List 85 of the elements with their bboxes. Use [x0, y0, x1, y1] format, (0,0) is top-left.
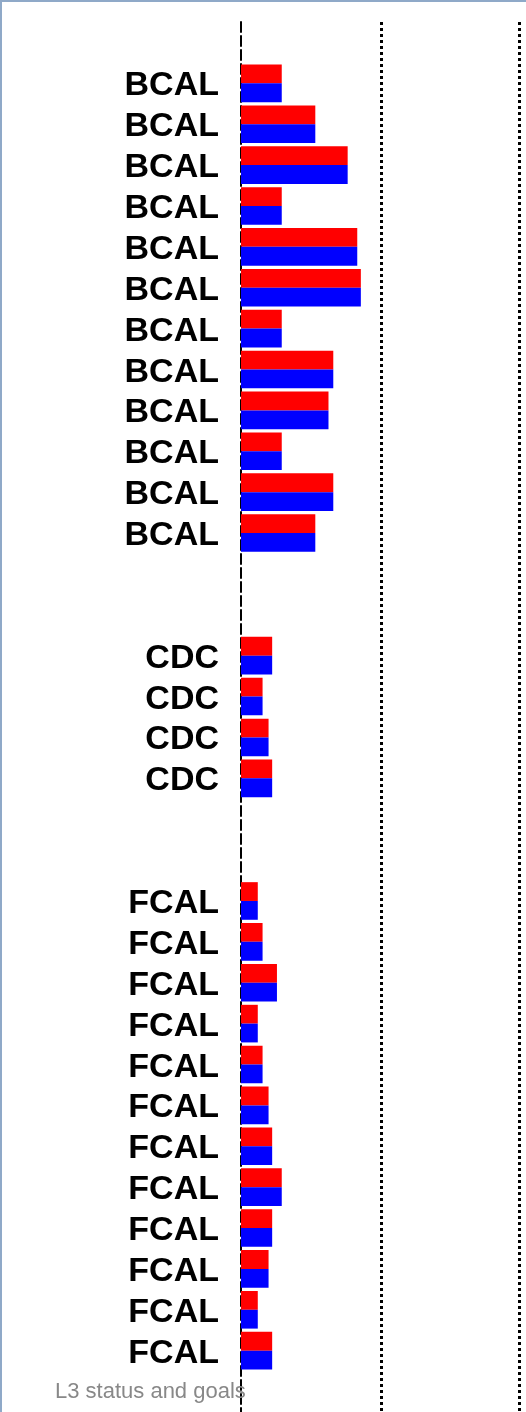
y-tick-label: BCAL — [124, 227, 219, 266]
bar — [241, 1350, 273, 1370]
bar — [241, 473, 334, 493]
bar — [241, 1086, 269, 1106]
bar — [241, 655, 273, 675]
bar — [241, 982, 277, 1002]
bar — [241, 636, 273, 656]
y-tick-label: FCAL — [128, 1290, 219, 1329]
bar — [241, 533, 316, 552]
bar — [241, 778, 273, 798]
bar — [241, 1309, 258, 1329]
bar — [241, 737, 269, 757]
bar — [241, 187, 282, 206]
bar — [241, 410, 329, 430]
y-tick-label: BCAL — [124, 473, 219, 512]
bar — [241, 1331, 273, 1351]
bar — [241, 391, 329, 411]
bar — [241, 1187, 282, 1206]
y-tick-label: CDC — [145, 759, 219, 798]
bar — [241, 369, 334, 389]
y-tick-label: FCAL — [128, 963, 219, 1002]
y-tick-label: FCAL — [128, 1168, 219, 1207]
bar — [241, 350, 334, 370]
bar — [241, 328, 282, 348]
y-tick-label: BCAL — [124, 105, 219, 144]
y-tick-label: FCAL — [128, 1209, 219, 1248]
y-tick-label: BCAL — [124, 268, 219, 307]
y-tick-label: FCAL — [128, 1331, 219, 1370]
bar — [241, 205, 282, 225]
bar — [241, 1168, 282, 1188]
bar — [241, 432, 282, 452]
y-tick-label: FCAL — [128, 881, 219, 920]
bar — [241, 228, 358, 247]
bar — [241, 309, 282, 329]
bar — [241, 1045, 263, 1065]
bar — [241, 514, 316, 534]
bar — [241, 492, 334, 511]
y-tick-label: FCAL — [128, 922, 219, 961]
bar — [241, 1004, 258, 1024]
y-tick-label: BCAL — [124, 186, 219, 225]
bar — [241, 941, 263, 961]
bar — [241, 124, 316, 144]
bar — [241, 165, 348, 184]
y-tick-label: BCAL — [124, 391, 219, 430]
bar — [241, 83, 282, 103]
bar — [241, 696, 263, 716]
bar — [241, 246, 358, 266]
bar — [241, 759, 273, 779]
bar — [241, 1023, 258, 1043]
y-tick-label: CDC — [145, 636, 219, 675]
bar — [241, 963, 277, 983]
y-tick-label: BCAL — [124, 432, 219, 471]
y-tick-label: BCAL — [124, 350, 219, 389]
bar — [241, 64, 282, 84]
y-tick-label: BCAL — [124, 309, 219, 348]
bar — [241, 1105, 269, 1125]
bar — [241, 718, 269, 738]
y-tick-label: FCAL — [128, 1086, 219, 1125]
annotation: L3 status and goals — [55, 1378, 246, 1404]
bar — [241, 1268, 269, 1288]
bar — [241, 900, 258, 920]
bar — [241, 1228, 273, 1247]
y-tick-label: CDC — [145, 718, 219, 757]
bar — [241, 923, 263, 942]
y-tick-label: FCAL — [128, 1045, 219, 1084]
bar — [241, 146, 348, 166]
y-tick-label: FCAL — [128, 1127, 219, 1166]
bar — [241, 882, 258, 901]
y-tick-label: CDC — [145, 677, 219, 716]
bar — [241, 287, 361, 307]
bar — [241, 1064, 263, 1084]
y-tick-label: BCAL — [124, 514, 219, 553]
bar — [241, 451, 282, 471]
bar — [241, 1250, 269, 1269]
y-tick-label: BCAL — [124, 64, 219, 103]
bar — [241, 1127, 273, 1147]
bar — [241, 1290, 258, 1310]
y-tick-label: FCAL — [128, 1004, 219, 1043]
bar — [241, 1146, 273, 1166]
y-tick-label: FCAL — [128, 1249, 219, 1288]
bar — [241, 677, 263, 697]
bar — [241, 268, 361, 288]
y-tick-label: BCAL — [124, 146, 219, 185]
bar — [241, 105, 316, 125]
bar — [241, 1209, 273, 1229]
